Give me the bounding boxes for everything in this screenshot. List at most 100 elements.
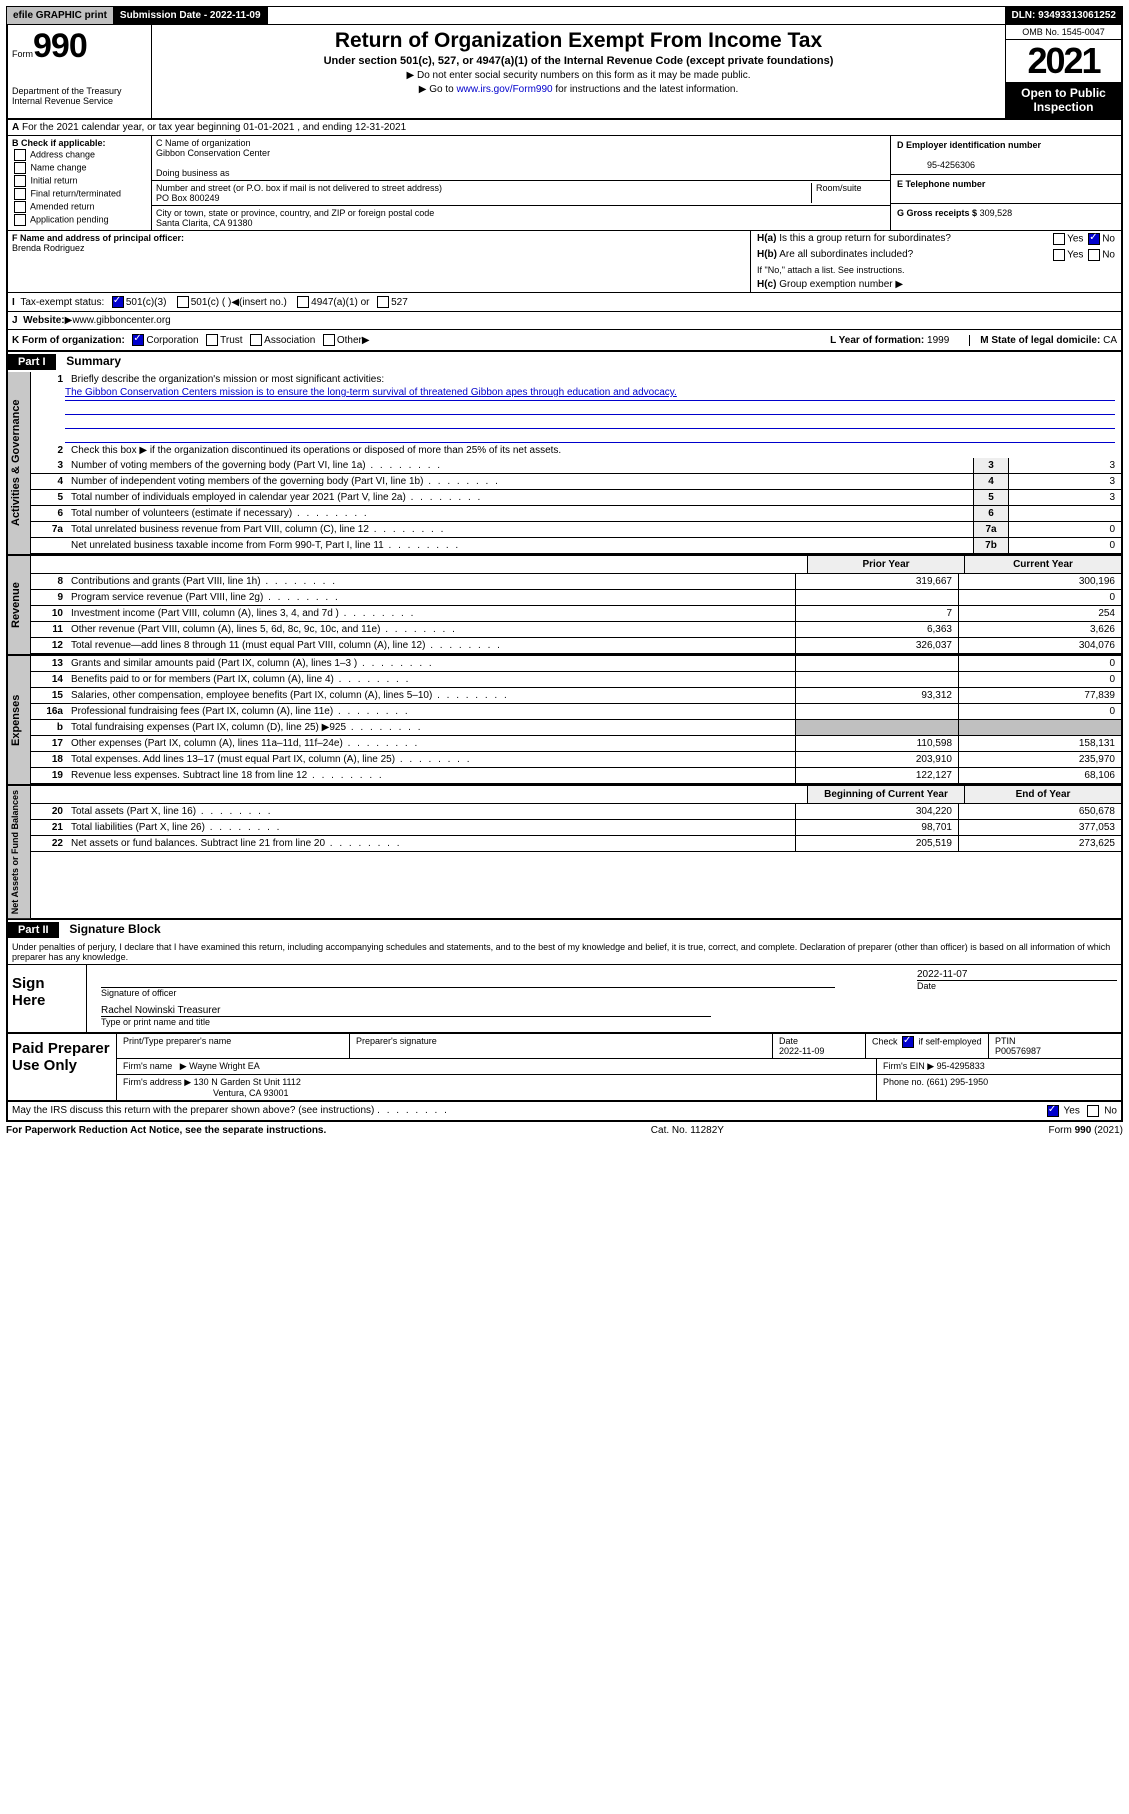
curr-val: 68,106: [958, 768, 1121, 783]
curr-val: 3,626: [958, 622, 1121, 637]
hc-text: Group exemption number: [779, 279, 892, 290]
line-box: 3: [973, 458, 1008, 473]
prep-date-label: Date: [779, 1036, 798, 1046]
signer-name: Rachel Nowinski Treasurer: [101, 1005, 1117, 1016]
line-text: Net unrelated business taxable income fr…: [67, 538, 973, 553]
prior-val: 110,598: [795, 736, 958, 751]
curr-val: 377,053: [958, 820, 1121, 835]
line-val: 3: [1008, 458, 1121, 473]
k-trust: Trust: [220, 335, 242, 346]
check-name[interactable]: Name change: [12, 162, 147, 174]
check-initial[interactable]: Initial return: [12, 175, 147, 187]
i-527: 527: [391, 297, 408, 308]
ptin-label: PTIN: [995, 1036, 1016, 1046]
check-assoc[interactable]: [250, 334, 262, 346]
footer-left: For Paperwork Reduction Act Notice, see …: [6, 1125, 326, 1136]
ha-yes[interactable]: [1053, 233, 1065, 245]
prior-val: 304,220: [795, 804, 958, 819]
line-text: Total number of volunteers (estimate if …: [67, 506, 973, 521]
line-box: 7b: [973, 538, 1008, 553]
instructions-link[interactable]: www.irs.gov/Form990: [456, 84, 552, 95]
j-label: Website:: [23, 315, 65, 326]
top-bar: efile GRAPHIC print Submission Date - 20…: [6, 6, 1123, 25]
netassets-section: Net Assets or Fund Balances Beginning of…: [6, 786, 1123, 920]
line-box: 6: [973, 506, 1008, 521]
check-address[interactable]: Address change: [12, 149, 147, 161]
opt-name: Name change: [31, 162, 87, 172]
a-line-text: For the 2021 calendar year, or tax year …: [22, 122, 406, 133]
curr-val: 304,076: [958, 638, 1121, 653]
check-final[interactable]: Final return/terminated: [12, 188, 147, 200]
b-label: B Check if applicable:: [12, 138, 106, 148]
expenses-section: Expenses 13 Grants and similar amounts p…: [6, 656, 1123, 786]
check-applicable-col: B Check if applicable: Address change Na…: [8, 136, 152, 230]
curr-val: 77,839: [958, 688, 1121, 703]
line-text: Total liabilities (Part X, line 26): [67, 820, 795, 835]
check-527[interactable]: [377, 296, 389, 308]
line-text: Professional fundraising fees (Part IX, …: [67, 704, 795, 719]
firm-name-label: Firm's name: [123, 1061, 172, 1071]
k-label: K Form of organization:: [12, 335, 125, 346]
tab-expenses: Expenses: [8, 656, 31, 784]
prior-val: [795, 672, 958, 687]
check-pending[interactable]: Application pending: [12, 214, 147, 226]
governance-section: Activities & Governance 1 Briefly descri…: [6, 372, 1123, 556]
end-hdr: End of Year: [964, 786, 1121, 803]
line-num: 6: [31, 506, 67, 521]
line-num: 3: [31, 458, 67, 473]
website-row: J Website: ▶ www.gibboncenter.org: [8, 311, 1121, 330]
line-text: Total revenue—add lines 8 through 11 (mu…: [67, 638, 795, 653]
line-box: 7a: [973, 522, 1008, 537]
line-text: Number of independent voting members of …: [67, 474, 973, 489]
check-other[interactable]: [323, 334, 335, 346]
curr-val: 0: [958, 672, 1121, 687]
line-num: b: [31, 720, 67, 735]
org-name: Gibbon Conservation Center: [156, 148, 270, 158]
line-num: [31, 538, 67, 553]
check-corp[interactable]: [132, 334, 144, 346]
note2-prefix: Go to: [429, 84, 456, 95]
k-assoc: Association: [264, 335, 315, 346]
check-trust[interactable]: [206, 334, 218, 346]
line-val: 0: [1008, 538, 1121, 553]
line-num: 15: [31, 688, 67, 703]
ha-no[interactable]: [1088, 233, 1100, 245]
line-num: 12: [31, 638, 67, 653]
goto-note: ▶ Go to www.irs.gov/Form990 for instruct…: [156, 84, 1001, 95]
ein-label: D Employer identification number: [897, 140, 1041, 150]
hb-no[interactable]: [1088, 249, 1100, 261]
hb-yes[interactable]: [1053, 249, 1065, 261]
curr-val: 650,678: [958, 804, 1121, 819]
line-box: 5: [973, 490, 1008, 505]
line-text: Revenue less expenses. Subtract line 18 …: [67, 768, 795, 783]
opt-address: Address change: [30, 149, 95, 159]
line-val: 3: [1008, 474, 1121, 489]
line-box: 4: [973, 474, 1008, 489]
hb-label: H(b): [757, 249, 777, 260]
sign-here-label: Sign Here: [8, 965, 87, 1032]
hc-label: H(c): [757, 279, 776, 290]
efile-label[interactable]: efile GRAPHIC print: [7, 7, 114, 24]
prior-year-hdr: Prior Year: [807, 556, 964, 573]
tab-revenue: Revenue: [8, 556, 31, 654]
website-url[interactable]: www.gibboncenter.org: [72, 315, 170, 326]
irs-yes[interactable]: [1047, 1105, 1059, 1117]
line-num: 4: [31, 474, 67, 489]
blank-num: [31, 556, 67, 573]
line-num: 21: [31, 820, 67, 835]
irs-no[interactable]: [1087, 1105, 1099, 1117]
curr-val: 300,196: [958, 574, 1121, 589]
line-num: 16a: [31, 704, 67, 719]
check-501c[interactable]: [177, 296, 189, 308]
blank-text: [67, 556, 807, 573]
current-year-hdr: Current Year: [964, 556, 1121, 573]
self-employed-check[interactable]: [902, 1036, 914, 1048]
check-amended[interactable]: Amended return: [12, 201, 147, 213]
check-501c3[interactable]: [112, 296, 124, 308]
check-4947[interactable]: [297, 296, 309, 308]
i-insert: (insert no.): [239, 297, 287, 308]
phone-label: E Telephone number: [897, 179, 985, 189]
line-text: Grants and similar amounts paid (Part IX…: [67, 656, 795, 671]
part2-title: Signature Block: [61, 922, 160, 936]
sig-date-label: Date: [917, 981, 936, 991]
